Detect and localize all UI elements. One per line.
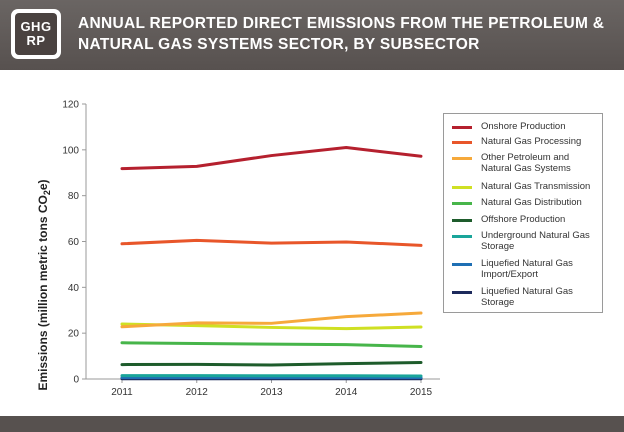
- y-tick-labels: 0 20 40 60 80 100 120: [62, 100, 86, 386]
- y-axis-label-main: Emissions (million metric tons CO: [36, 195, 50, 390]
- legend-swatch: [452, 291, 472, 294]
- legend-item: Natural Gas Transmission: [452, 181, 599, 192]
- logo-text-line1: GHG: [20, 19, 52, 34]
- legend-item: Liquefied Natural Gas Import/Export: [452, 258, 599, 280]
- legend-swatch: [452, 263, 472, 266]
- legend-swatch: [452, 157, 472, 160]
- legend-swatch: [452, 202, 472, 205]
- y-tick-label: 120: [62, 100, 79, 111]
- series-lines: [120, 146, 423, 381]
- legend-item: Offshore Production: [452, 214, 599, 225]
- legend-item: Underground Natural Gas Storage: [452, 230, 599, 252]
- legend-label: Liquefied Natural Gas Storage: [481, 286, 573, 308]
- y-axis-label-subscript: 2: [42, 190, 52, 195]
- line-chart: 0 20 40 60 80 100 120 2011 2012 2013 2014 2015 Emi…: [36, 100, 440, 398]
- legend-label: Liquefied Natural Gas Import/Export: [481, 258, 573, 280]
- chart-title: ANNUAL REPORTED DIRECT EMISSIONS FROM TH…: [78, 15, 605, 53]
- legend-swatch: [452, 126, 472, 129]
- legend-swatch: [452, 141, 472, 144]
- legend-item: Other Petroleum and Natural Gas Systems: [452, 152, 599, 174]
- logo-text-line2: RP: [26, 33, 46, 48]
- x-tick-label: 2012: [186, 387, 209, 398]
- legend-label: Other Petroleum and Natural Gas Systems: [481, 152, 571, 174]
- ghgrp-logo: GHG RP: [11, 9, 61, 59]
- x-tick-label: 2014: [335, 387, 358, 398]
- x-tick-labels: 2011 2012 2013 2014 2015: [111, 379, 433, 398]
- legend-label: Natural Gas Processing: [481, 136, 582, 147]
- legend-swatch: [452, 219, 472, 222]
- legend-label: Underground Natural Gas Storage: [481, 230, 590, 252]
- y-tick-label: 80: [68, 191, 80, 202]
- series-line: [120, 238, 423, 247]
- header-banner: GHG RP ANNUAL REPORTED DIRECT EMISSIONS …: [0, 0, 624, 70]
- legend-swatch: [452, 235, 472, 238]
- y-tick-label: 100: [62, 145, 79, 156]
- legend-item: Natural Gas Distribution: [452, 197, 599, 208]
- series-line: [120, 341, 423, 348]
- chart-legend: Onshore Production Natural Gas Processing…: [443, 113, 603, 313]
- legend-item: Liquefied Natural Gas Storage: [452, 286, 599, 308]
- legend-label: Onshore Production: [481, 121, 566, 132]
- series-line: [120, 361, 423, 367]
- series-line: [120, 146, 423, 171]
- y-tick-label: 0: [73, 375, 79, 386]
- legend-item: Onshore Production: [452, 121, 599, 132]
- y-axis-label-end: e): [36, 179, 50, 190]
- y-tick-label: 40: [68, 283, 80, 294]
- legend-label: Natural Gas Distribution: [481, 197, 582, 208]
- legend-label: Natural Gas Transmission: [481, 181, 591, 192]
- footer-bar: [0, 416, 624, 432]
- x-tick-label: 2011: [111, 387, 133, 398]
- x-tick-label: 2015: [410, 387, 433, 398]
- y-tick-label: 20: [68, 329, 80, 340]
- series-line: [120, 311, 423, 329]
- ghgrp-logo-mark: GHG RP: [15, 13, 57, 55]
- legend-label: Offshore Production: [481, 214, 566, 225]
- y-tick-label: 60: [68, 237, 80, 248]
- legend-item: Natural Gas Processing: [452, 136, 599, 147]
- y-axis-label: Emissions (million metric tons CO2e): [36, 179, 52, 390]
- x-tick-label: 2013: [260, 387, 283, 398]
- legend-swatch: [452, 186, 472, 189]
